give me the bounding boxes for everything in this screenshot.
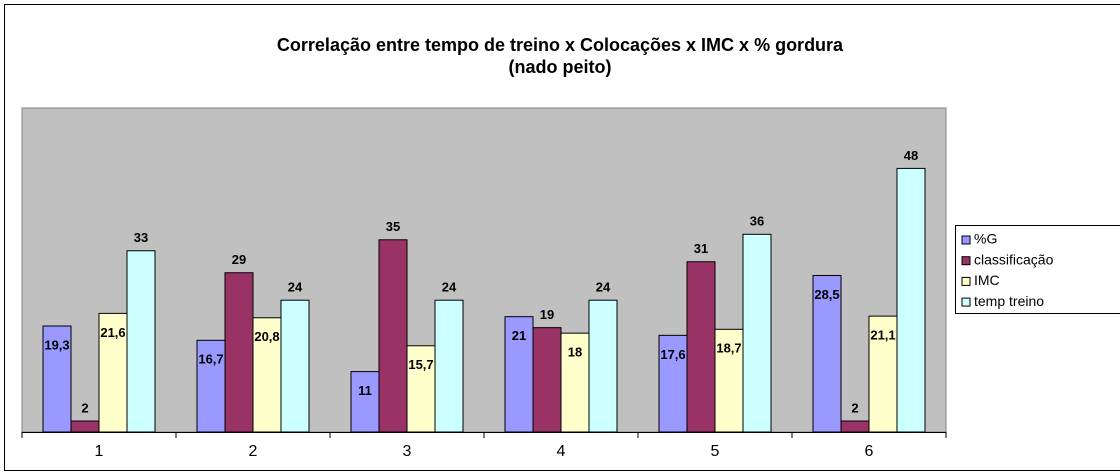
legend-swatch [961, 235, 971, 245]
bar [224, 272, 254, 433]
value-label: 36 [750, 214, 764, 229]
legend-label: classificação [974, 251, 1054, 267]
chart-title: Correlação entre tempo de treino x Coloc… [277, 35, 844, 55]
bar [532, 327, 562, 433]
legend-swatch [961, 276, 971, 286]
bar [196, 339, 226, 433]
plot-area [21, 107, 947, 433]
bar [434, 299, 464, 433]
value-label: 11 [358, 383, 372, 398]
bar [840, 420, 870, 433]
value-label: 20,8 [254, 329, 279, 344]
value-label: 35 [386, 219, 400, 234]
value-label: 48 [904, 148, 918, 163]
value-label: 2 [851, 400, 858, 415]
value-label: 17,6 [660, 347, 685, 362]
bar [504, 316, 534, 433]
x-tick-label: 3 [403, 443, 412, 460]
legend-box [955, 225, 1120, 314]
value-label: 19,3 [44, 337, 69, 352]
bar [686, 261, 716, 433]
x-tick-label: 1 [95, 443, 104, 460]
bar [714, 328, 744, 433]
legend-label: temp treino [974, 293, 1044, 309]
bar [406, 345, 436, 433]
value-label: 21 [512, 328, 526, 343]
value-label: 21,1 [870, 328, 895, 343]
value-label: 21,6 [100, 325, 125, 340]
bar [560, 332, 590, 433]
value-label: 24 [442, 280, 457, 295]
bar [742, 233, 772, 433]
value-label: 18,7 [716, 341, 741, 356]
x-tick-label: 6 [865, 443, 874, 460]
bar [378, 239, 408, 433]
legend-swatch [961, 256, 971, 266]
bar [126, 250, 156, 433]
bar [70, 420, 100, 433]
bar [658, 334, 688, 433]
value-label: 2 [81, 400, 88, 415]
bar [42, 325, 72, 433]
bar [350, 371, 380, 433]
value-label: 19 [540, 307, 554, 322]
bar [98, 312, 128, 433]
value-label: 24 [596, 280, 611, 295]
bar [896, 167, 926, 433]
bar [588, 299, 618, 433]
value-label: 24 [288, 280, 303, 295]
x-tick-label: 2 [249, 443, 258, 460]
bar [812, 274, 842, 433]
bar [868, 315, 898, 433]
value-label: 28,5 [814, 287, 839, 302]
value-label: 29 [232, 252, 246, 267]
value-label: 33 [134, 230, 148, 245]
chart-subtitle: (nado peito) [509, 57, 612, 77]
bar [280, 299, 310, 433]
x-tick-label: 5 [711, 443, 720, 460]
value-label: 16,7 [198, 352, 223, 367]
value-label: 18 [568, 345, 582, 360]
x-tick-label: 4 [557, 443, 566, 460]
value-label: 31 [694, 241, 708, 256]
value-label: 15,7 [408, 357, 433, 372]
legend-label: IMC [974, 272, 1000, 288]
legend-label: %G [974, 231, 997, 247]
legend-swatch [961, 297, 971, 307]
